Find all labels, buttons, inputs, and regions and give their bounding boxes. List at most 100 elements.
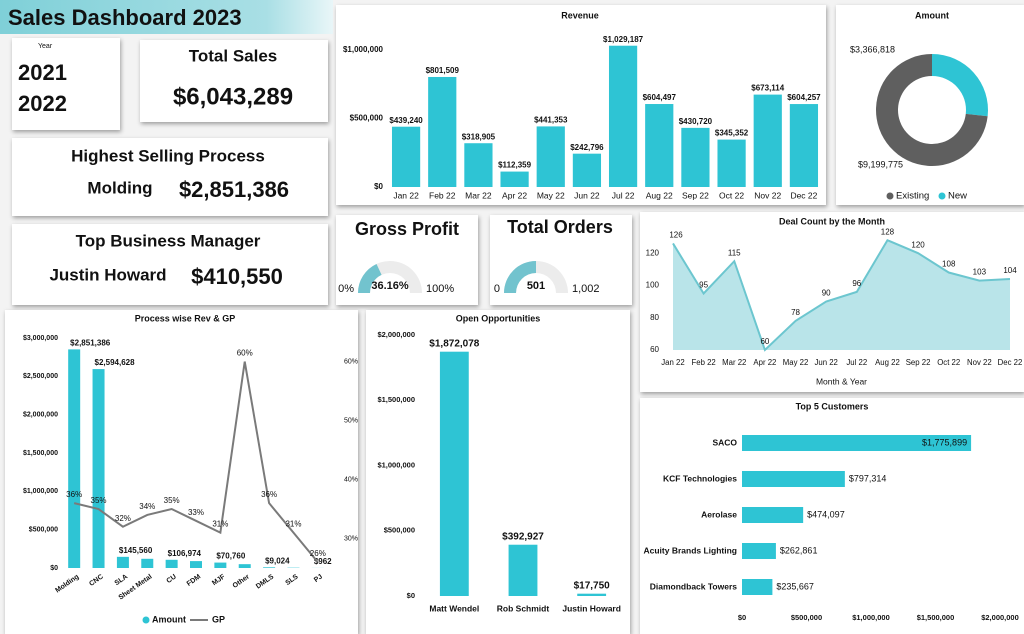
y-tick-label: $1,500,000 (377, 395, 415, 404)
gauge-max: 1,002 (572, 283, 600, 295)
data-label: $1,775,899 (922, 437, 967, 447)
y-tick-label: $500,000 (384, 526, 415, 535)
dashboard-title: Sales Dashboard 2023 (8, 5, 242, 30)
area (673, 240, 1010, 350)
bar (742, 471, 845, 487)
data-label: 90 (822, 289, 831, 298)
x-tick-label: CU (166, 573, 178, 585)
x-tick-label: Sep 22 (906, 358, 931, 367)
bar (214, 562, 227, 568)
chart-title: Total Orders (507, 217, 613, 237)
data-label: $70,760 (216, 552, 245, 561)
x-tick-label: Oct 22 (937, 358, 960, 367)
line (672, 238, 1011, 352)
y-tick-label: $2,000,000 (377, 330, 415, 339)
bar (68, 349, 81, 568)
y-tick-label: 100 (646, 281, 660, 290)
data-label: $106,974 (168, 549, 202, 558)
x-tick-label: Jul 22 (846, 358, 867, 367)
y-tick-label: $3,000,000 (23, 335, 58, 342)
bar (428, 76, 457, 187)
y-tick-label: $1,000,000 (377, 460, 415, 469)
x-tick-label: Jan 22 (393, 190, 419, 200)
data-label: $392,927 (502, 531, 544, 542)
data-label: $797,314 (849, 473, 887, 483)
y-tick-label: KCF Technologies (663, 473, 737, 483)
data-label: $2,851,386 (70, 339, 111, 348)
x-tick-label: $2,000,000 (981, 613, 1019, 622)
data-label: 34% (139, 502, 155, 511)
x-tick-label: Jun 22 (574, 190, 600, 200)
bar (238, 564, 251, 568)
y-tick-label: Acuity Brands Lighting (644, 545, 738, 555)
legend-label: GP (212, 614, 225, 624)
donut-slice (876, 54, 988, 167)
x-tick-label: $500,000 (791, 613, 822, 622)
data-label: 36% (261, 490, 277, 499)
data-label: $112,359 (498, 161, 531, 170)
y-tick-label: $500,000 (350, 113, 384, 122)
data-label: $604,257 (787, 93, 821, 102)
slicer-item[interactable]: 2021 (18, 60, 67, 85)
x-tick-label: Dec 22 (790, 190, 817, 200)
x-tick-label: Jul 22 (612, 190, 635, 200)
bar (92, 369, 105, 568)
legend-marker (142, 616, 150, 624)
data-label: 103 (973, 268, 987, 277)
chart-panel (836, 5, 1024, 205)
bar (753, 94, 782, 187)
bar (190, 561, 202, 568)
x-tick-label: Aug 22 (646, 190, 673, 200)
bar (742, 507, 804, 523)
data-label: $235,667 (776, 581, 814, 591)
bar (681, 127, 710, 187)
gauge-min: 0 (494, 283, 500, 295)
x-tick-label: Mar 22 (465, 190, 492, 200)
x-tick-label: Apr 22 (502, 190, 527, 200)
data-label: 104 (1003, 266, 1017, 275)
bar (116, 556, 129, 568)
data-label: $318,905 (462, 132, 496, 141)
slicer-item[interactable]: 2022 (18, 91, 67, 116)
data-label: 60% (237, 349, 253, 358)
bar (572, 153, 602, 187)
x-tick-label: Mar 22 (722, 358, 746, 367)
data-label: 95 (699, 281, 708, 290)
data-label: 128 (881, 227, 895, 236)
data-label: 26% (310, 549, 326, 558)
data-label: 115 (728, 248, 741, 257)
legend-marker (938, 192, 946, 200)
data-label: $604,497 (643, 93, 677, 102)
data-label: $9,199,775 (858, 159, 903, 169)
data-label: $9,024 (265, 556, 290, 565)
data-label: 31% (212, 520, 228, 529)
y-tick-label: Aerolase (701, 509, 737, 519)
data-label: $801,509 (426, 66, 460, 75)
data-label: 31% (285, 520, 301, 529)
bar (577, 593, 607, 596)
bar (742, 579, 773, 595)
legend-marker (886, 192, 894, 200)
x-tick-label: Dec 22 (998, 358, 1023, 367)
x-tick-label: Oct 22 (719, 190, 744, 200)
data-label: $439,240 (389, 116, 423, 125)
bar (508, 544, 538, 596)
slicer-panel (12, 38, 120, 130)
card-panel (12, 138, 328, 216)
bar (742, 543, 776, 559)
slicer-label: Year (38, 43, 53, 50)
data-label: $345,352 (715, 129, 749, 138)
data-label: $1,872,078 (429, 338, 479, 349)
data-label: $1,029,187 (603, 35, 644, 44)
data-label: $262,861 (780, 545, 818, 555)
y-tick-label: 60 (650, 345, 659, 354)
gauge-fill (358, 263, 382, 293)
bar (464, 143, 493, 187)
bar (141, 558, 154, 568)
chart-panel (366, 310, 630, 634)
data-label: 35% (91, 496, 107, 505)
x-tick-label: Rob Schmidt (497, 603, 550, 613)
bar (608, 45, 638, 187)
y-tick-label: $1,000,000 (23, 488, 58, 495)
